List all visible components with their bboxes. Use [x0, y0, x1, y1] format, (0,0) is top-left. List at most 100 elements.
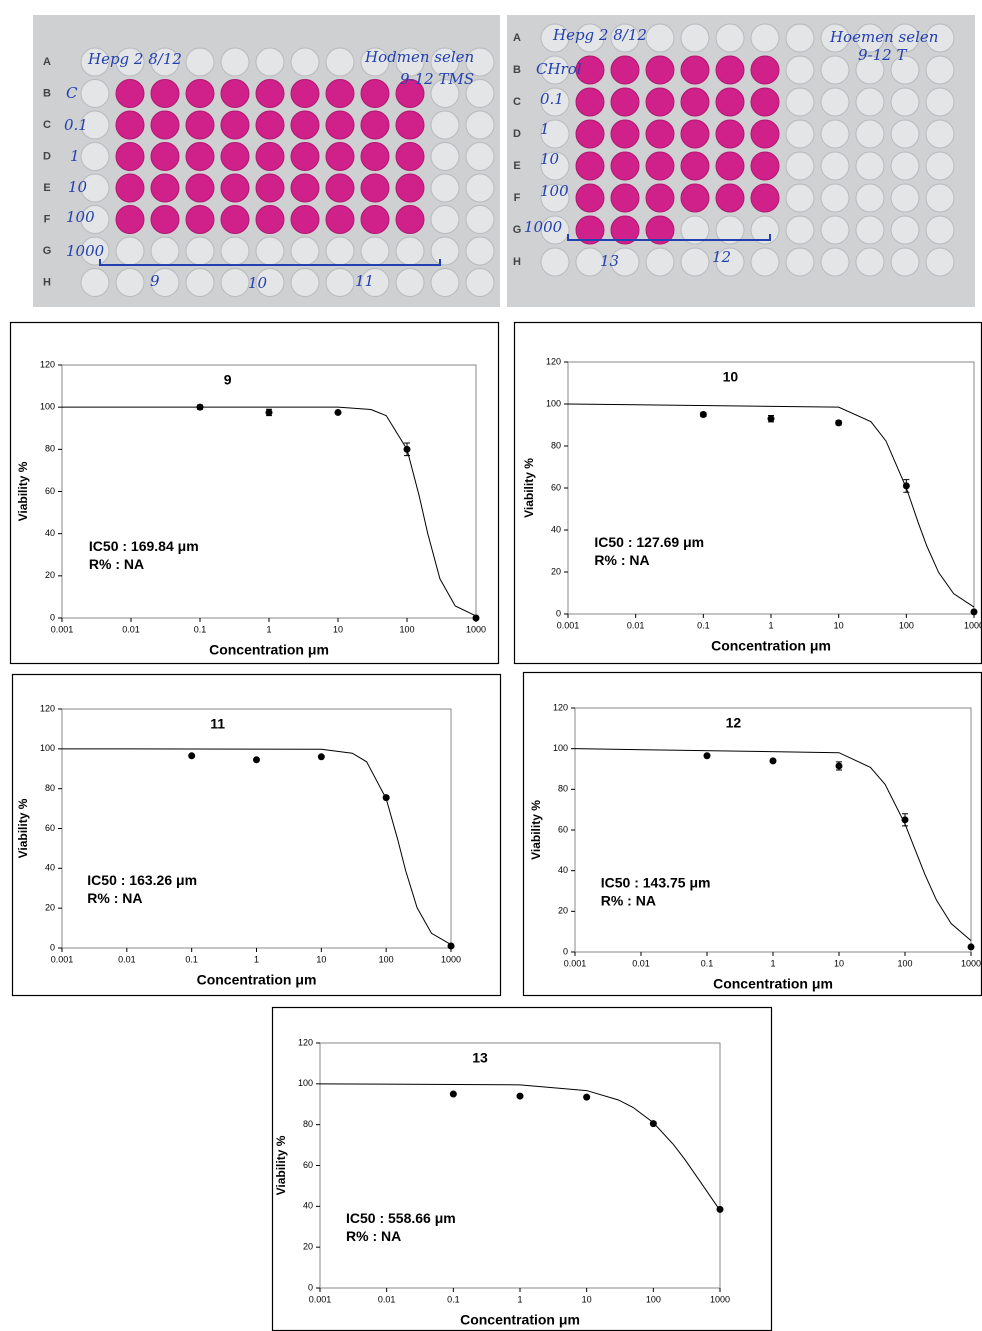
well	[715, 183, 745, 213]
well	[255, 173, 285, 203]
well	[80, 205, 110, 234]
y-tick-label: 120	[40, 703, 55, 713]
well	[395, 142, 425, 171]
well	[820, 183, 850, 213]
x-tick-label: 0.1	[697, 620, 710, 630]
annotation: IC50 : 163.26 μm	[87, 872, 197, 888]
y-tick-label: 60	[551, 482, 561, 492]
well	[360, 236, 390, 266]
well	[465, 79, 495, 108]
well	[855, 87, 885, 117]
well	[820, 87, 850, 117]
data-point	[516, 1092, 524, 1100]
well	[395, 110, 425, 140]
well	[115, 110, 145, 140]
data-point	[967, 943, 975, 951]
chart: 0 20 40 60 80 100 120 0.001 0.01 0.1 1 10 100 1000 Con…	[271, 1006, 773, 1331]
handwritten-note: 13	[600, 252, 619, 270]
chart-frame	[271, 1006, 773, 1331]
well	[610, 87, 640, 117]
well	[325, 268, 355, 297]
well	[220, 47, 250, 77]
well	[750, 247, 780, 277]
well	[150, 110, 180, 140]
well	[925, 55, 955, 85]
data-point	[188, 752, 196, 760]
well	[575, 23, 605, 53]
well	[610, 215, 640, 245]
well	[575, 55, 605, 85]
well	[820, 23, 850, 53]
y-tick-label: 0	[563, 946, 568, 956]
well	[855, 183, 885, 213]
row-letter: H	[513, 256, 521, 268]
well	[185, 236, 215, 266]
handwritten-note: 1000	[524, 218, 563, 236]
well	[290, 236, 320, 266]
data-point	[703, 752, 711, 760]
well	[115, 142, 145, 171]
annotation: R% : NA	[601, 892, 656, 908]
row-letter: G	[513, 224, 522, 236]
annotation: IC50 : 143.75 μm	[601, 874, 711, 890]
well	[820, 151, 850, 181]
fit-curve	[319, 1083, 721, 1211]
row-letter: A	[43, 56, 51, 68]
well	[610, 23, 640, 53]
well	[255, 236, 285, 266]
well	[855, 23, 885, 53]
well	[255, 142, 285, 171]
x-tick-label: 1	[768, 620, 773, 630]
well	[255, 79, 285, 108]
handwritten-note: 10	[540, 150, 560, 168]
row-letter: G	[43, 245, 52, 257]
handwritten-note: 0.1	[540, 90, 564, 108]
well	[150, 268, 180, 297]
x-axis-label: Concentration μm	[209, 642, 329, 658]
well	[785, 87, 815, 117]
well	[220, 79, 250, 108]
row-letter: C	[43, 119, 51, 131]
well	[645, 183, 675, 213]
row-letter: C	[513, 96, 521, 108]
handwritten-note: Hepg 2 8/12	[552, 26, 647, 44]
data-point	[253, 756, 260, 764]
y-axis-label: Viability %	[16, 461, 30, 521]
data-point	[334, 408, 342, 416]
well	[540, 119, 570, 149]
well	[575, 215, 605, 245]
well	[185, 173, 215, 203]
data-point	[769, 757, 777, 765]
well	[150, 47, 180, 77]
x-tick-label: 10	[834, 620, 844, 630]
data-point	[649, 1120, 657, 1128]
y-tick-label: 20	[558, 906, 568, 916]
x-tick-label: 0.1	[194, 624, 207, 634]
y-tick-label: 60	[303, 1160, 313, 1170]
x-tick-label: 10	[834, 958, 844, 968]
well	[890, 247, 920, 277]
y-tick-label: 60	[45, 823, 55, 833]
well	[610, 247, 640, 277]
x-tick-label: 100	[899, 620, 914, 630]
x-tick-label: 10	[582, 1294, 592, 1304]
well	[220, 236, 250, 266]
well	[220, 268, 250, 297]
x-tick-label: 0.001	[51, 954, 74, 964]
well	[325, 110, 355, 140]
annotation: R% : NA	[87, 890, 142, 906]
well	[290, 205, 320, 234]
data-point	[901, 816, 909, 824]
well	[750, 23, 780, 53]
well	[290, 47, 320, 77]
x-axis-label: Concentration μm	[711, 638, 831, 654]
well	[290, 79, 320, 108]
annotation: IC50 : 169.84 μm	[89, 538, 199, 554]
well	[890, 119, 920, 149]
data-point	[716, 1205, 724, 1213]
well	[115, 79, 145, 108]
well	[80, 110, 110, 140]
well	[150, 79, 180, 108]
well	[115, 268, 145, 297]
